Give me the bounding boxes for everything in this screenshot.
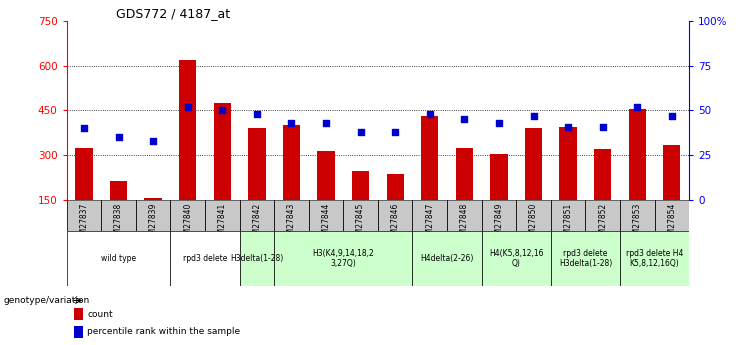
- Bar: [654, 200, 689, 231]
- Bar: [482, 231, 551, 286]
- Point: [666, 113, 678, 119]
- Bar: [413, 200, 447, 231]
- Bar: [525, 128, 542, 200]
- Point: [459, 117, 471, 122]
- Bar: [74, 326, 83, 338]
- Point: [78, 126, 90, 131]
- Text: percentile rank within the sample: percentile rank within the sample: [87, 327, 241, 336]
- Bar: [447, 200, 482, 231]
- Point: [597, 124, 608, 129]
- Text: GSM27845: GSM27845: [356, 203, 365, 244]
- Text: H4delta(2-26): H4delta(2-26): [420, 254, 473, 263]
- Bar: [67, 200, 102, 231]
- Bar: [205, 200, 239, 231]
- Bar: [283, 125, 300, 200]
- Text: genotype/variation: genotype/variation: [4, 296, 90, 305]
- Text: rpd3 delete
H3delta(1-28): rpd3 delete H3delta(1-28): [559, 249, 612, 268]
- Bar: [491, 154, 508, 200]
- Point: [389, 129, 401, 135]
- Text: rpd3 delete H4
K5,8,12,16Q): rpd3 delete H4 K5,8,12,16Q): [626, 249, 683, 268]
- Point: [216, 108, 228, 113]
- Point: [113, 135, 124, 140]
- Text: GSM27852: GSM27852: [598, 203, 607, 244]
- Text: GSM27842: GSM27842: [253, 203, 262, 244]
- Text: rpd3 delete: rpd3 delete: [183, 254, 227, 263]
- Bar: [179, 60, 196, 200]
- Text: GSM27850: GSM27850: [529, 203, 538, 244]
- Bar: [170, 200, 205, 231]
- Text: GSM27849: GSM27849: [494, 203, 503, 244]
- Bar: [516, 200, 551, 231]
- Text: GSM27847: GSM27847: [425, 203, 434, 244]
- Text: wild type: wild type: [101, 254, 136, 263]
- Bar: [274, 231, 413, 286]
- Text: GSM27838: GSM27838: [114, 203, 123, 244]
- Text: GSM27840: GSM27840: [183, 203, 192, 244]
- Text: GSM27846: GSM27846: [391, 203, 399, 244]
- Point: [562, 124, 574, 129]
- Text: count: count: [87, 309, 113, 318]
- Point: [320, 120, 332, 126]
- Bar: [594, 149, 611, 200]
- Bar: [309, 200, 343, 231]
- Bar: [76, 148, 93, 200]
- Bar: [343, 200, 378, 231]
- Bar: [317, 151, 335, 200]
- Bar: [239, 200, 274, 231]
- Text: H4(K5,8,12,16
Q): H4(K5,8,12,16 Q): [489, 249, 543, 268]
- Bar: [136, 200, 170, 231]
- Point: [285, 120, 297, 126]
- Bar: [559, 127, 576, 200]
- Bar: [456, 148, 473, 200]
- Bar: [663, 145, 680, 200]
- Bar: [482, 200, 516, 231]
- Point: [182, 104, 193, 110]
- Point: [631, 104, 643, 110]
- Bar: [274, 200, 309, 231]
- Text: GSM27844: GSM27844: [322, 203, 330, 244]
- Point: [424, 111, 436, 117]
- Bar: [239, 231, 274, 286]
- Text: GSM27854: GSM27854: [668, 203, 677, 244]
- Bar: [144, 198, 162, 200]
- Text: GSM27837: GSM27837: [79, 203, 88, 244]
- Point: [147, 138, 159, 144]
- Bar: [620, 200, 654, 231]
- Text: GSM27848: GSM27848: [460, 203, 469, 244]
- Bar: [551, 231, 620, 286]
- Bar: [413, 231, 482, 286]
- Point: [528, 113, 539, 119]
- Point: [251, 111, 263, 117]
- Bar: [213, 103, 231, 200]
- Text: GSM27851: GSM27851: [564, 203, 573, 244]
- Bar: [387, 174, 404, 200]
- Text: GDS772 / 4187_at: GDS772 / 4187_at: [116, 7, 230, 20]
- Bar: [378, 200, 413, 231]
- Bar: [551, 200, 585, 231]
- Bar: [102, 200, 136, 231]
- Bar: [352, 171, 369, 200]
- Bar: [620, 231, 689, 286]
- Bar: [110, 181, 127, 200]
- Text: GSM27839: GSM27839: [149, 203, 158, 244]
- Bar: [170, 231, 239, 286]
- Bar: [74, 308, 83, 320]
- Bar: [67, 231, 170, 286]
- Bar: [585, 200, 620, 231]
- Bar: [248, 128, 265, 200]
- Text: H3(K4,9,14,18,2
3,27Q): H3(K4,9,14,18,2 3,27Q): [313, 249, 374, 268]
- Text: H3delta(1-28): H3delta(1-28): [230, 254, 284, 263]
- Text: GSM27841: GSM27841: [218, 203, 227, 244]
- Bar: [421, 116, 439, 200]
- Point: [493, 120, 505, 126]
- Point: [355, 129, 367, 135]
- Bar: [628, 109, 646, 200]
- Text: GSM27853: GSM27853: [633, 203, 642, 244]
- Text: GSM27843: GSM27843: [287, 203, 296, 244]
